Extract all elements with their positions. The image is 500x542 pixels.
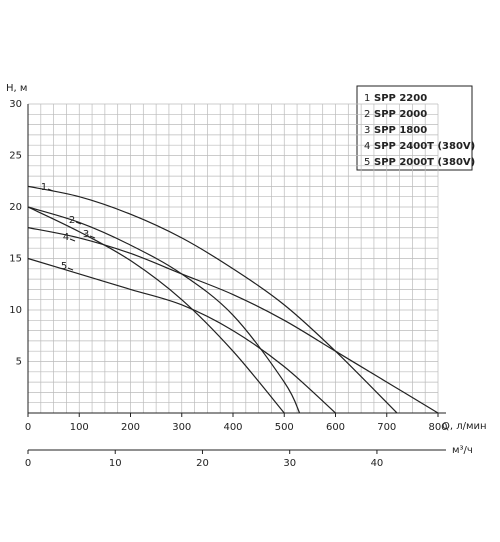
x2-axis-title: м³/ч (452, 445, 473, 456)
y-axis-title: H, м (6, 83, 27, 94)
x-tick-label: 0 (25, 422, 31, 433)
curve (27, 206, 301, 414)
x-axis-title: Q, л/мин (442, 421, 487, 432)
legend-label: SPP 2400T (380V) (374, 141, 475, 152)
curve-label-leader (75, 221, 82, 225)
y-tick-label: 5 (16, 357, 22, 368)
legend-box (356, 85, 473, 171)
legend-label: SPP 1800 (374, 125, 427, 136)
legend-label: SPP 2200 (374, 93, 427, 104)
x-tick-label: 300 (172, 422, 191, 433)
y-tick-label: 15 (9, 254, 22, 265)
x2-tick-label: 0 (25, 458, 31, 469)
y-tick-label: 25 (9, 151, 22, 162)
curve-label: 1 (41, 182, 47, 193)
curve-label-leader (89, 235, 96, 239)
curve-label: 4 (63, 232, 69, 243)
x2-tick-label: 30 (283, 458, 296, 469)
x-tick-label: 400 (223, 422, 242, 433)
curve-label: 2 (69, 215, 75, 226)
x2-tick-label: 10 (109, 458, 122, 469)
x-tick-label: 200 (121, 422, 140, 433)
legend-label: SPP 2000T (380V) (374, 157, 475, 168)
x-tick-label: 600 (326, 422, 345, 433)
legend-number: 2 (364, 109, 370, 120)
x2-tick-label: 20 (196, 458, 209, 469)
legend-number: 5 (364, 157, 370, 168)
curve-label-leader (67, 267, 74, 271)
x-tick-label: 500 (275, 422, 294, 433)
x-tick-label: 700 (377, 422, 396, 433)
y-tick-label: 30 (9, 99, 22, 110)
y-tick-label: 10 (9, 305, 22, 316)
legend-number: 3 (364, 125, 370, 136)
curve (27, 227, 439, 414)
legend-number: 1 (364, 93, 370, 104)
legend-number: 4 (364, 141, 370, 152)
curve-label-leader (69, 238, 76, 242)
y-tick-label: 20 (9, 202, 22, 213)
x2-tick-label: 40 (371, 458, 384, 469)
curve (27, 257, 336, 414)
curve-label: 5 (61, 261, 67, 272)
legend-label: SPP 2000 (374, 109, 427, 120)
curve-label: 3 (83, 229, 89, 240)
x-tick-label: 100 (70, 422, 89, 433)
curve-label-leader (47, 188, 54, 192)
curve (27, 206, 285, 414)
x-tick-label: 800 (428, 422, 447, 433)
